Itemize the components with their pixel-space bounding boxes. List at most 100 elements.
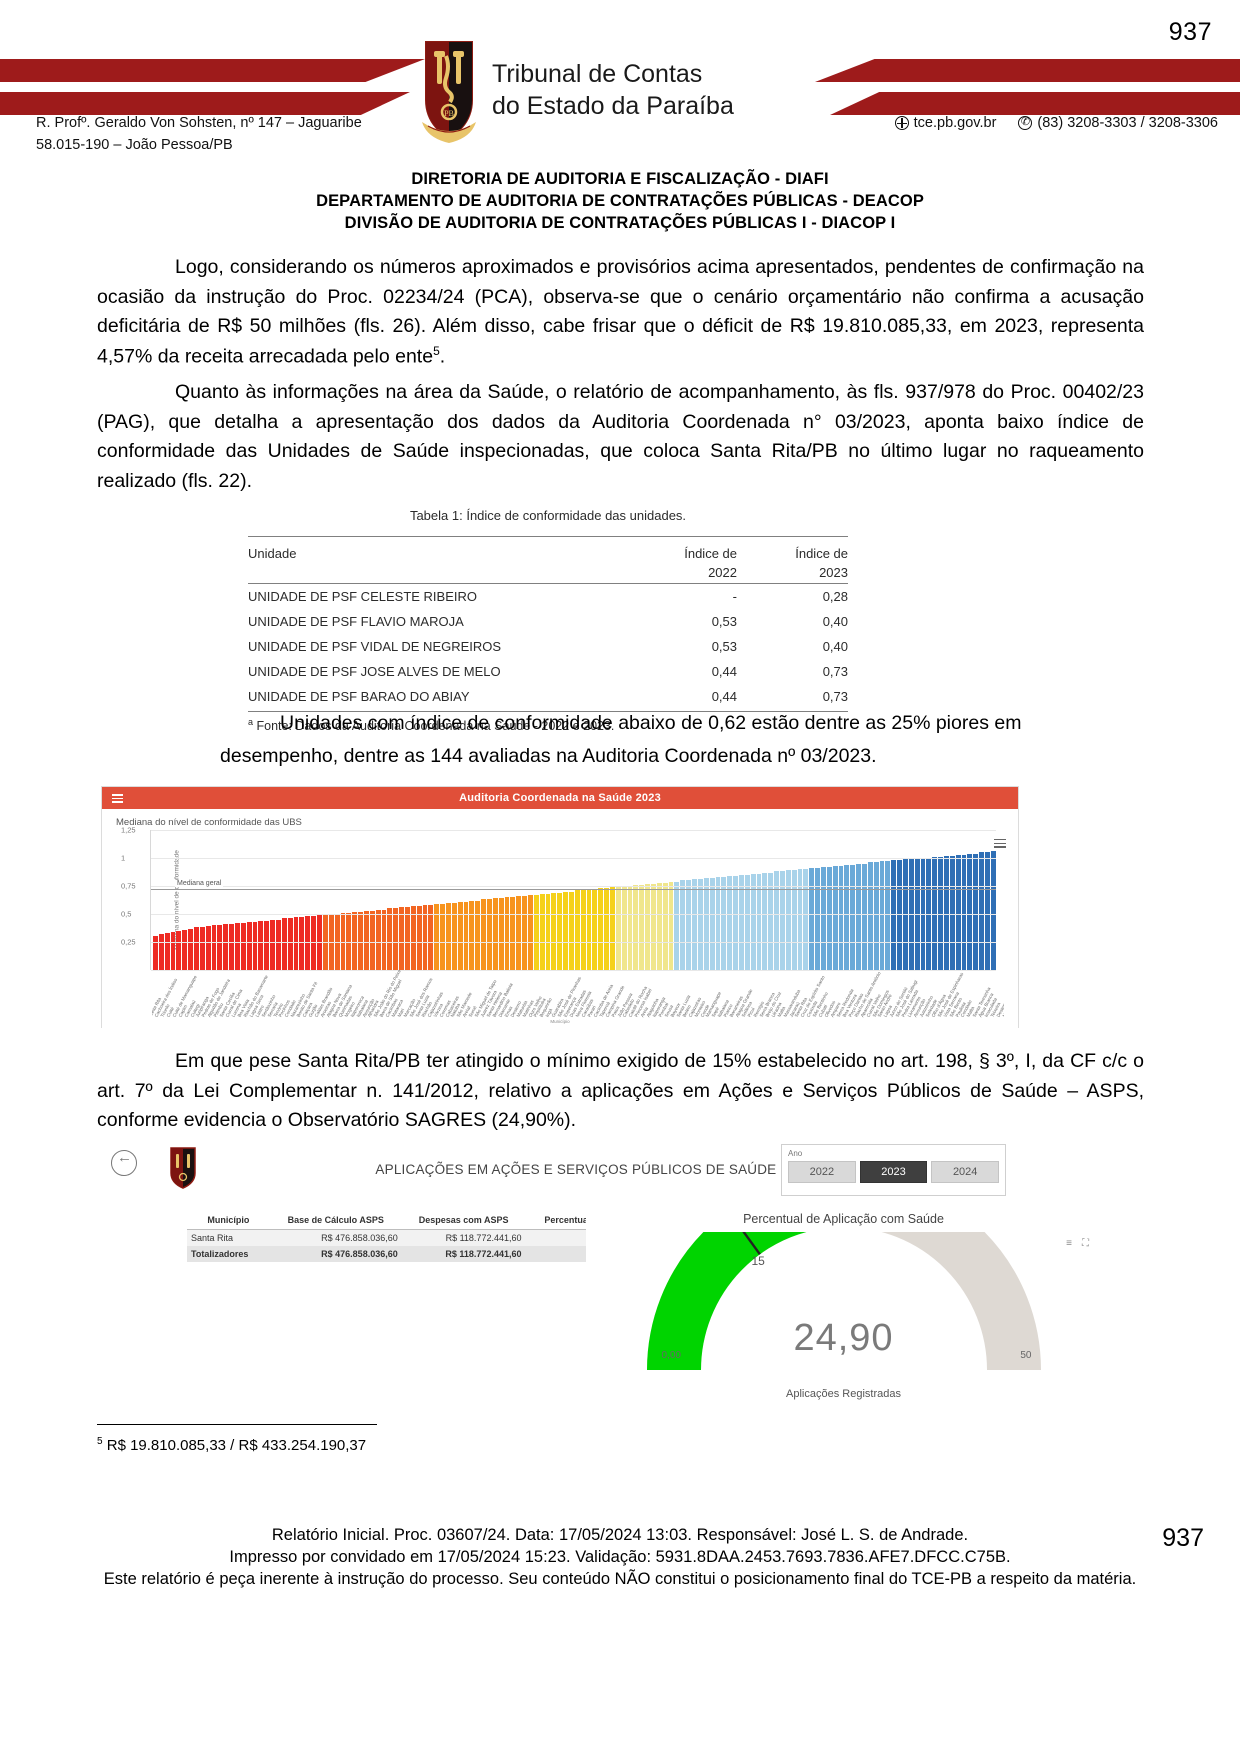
chart-bar[interactable]	[240, 922, 246, 970]
chart-bar[interactable]	[709, 878, 715, 970]
chart-bar[interactable]	[891, 860, 897, 970]
chart-bar[interactable]	[498, 898, 504, 970]
chart-bar[interactable]	[645, 883, 651, 970]
chart-bar[interactable]	[779, 871, 785, 970]
chart-bar[interactable]	[522, 896, 527, 970]
chart-bar[interactable]	[627, 886, 633, 970]
chart-bar[interactable]	[879, 861, 885, 970]
chart-bar[interactable]	[932, 856, 938, 970]
chart-bar[interactable]	[598, 888, 604, 970]
chart-bar[interactable]	[164, 933, 170, 970]
chart-bar[interactable]	[885, 861, 891, 970]
chart-bar[interactable]	[721, 877, 727, 970]
chart-bar[interactable]	[563, 891, 569, 970]
chart-bar[interactable]	[270, 919, 276, 970]
chart-bar[interactable]	[703, 878, 709, 970]
year-filter-buttons[interactable]: 2022 2023 2024	[788, 1161, 1000, 1183]
chart-bar[interactable]	[639, 884, 645, 970]
chart-bar[interactable]	[973, 853, 979, 970]
chart-bar[interactable]	[387, 908, 393, 970]
chart-bar[interactable]	[428, 905, 434, 970]
chart-bar[interactable]	[727, 875, 733, 970]
chart-bar[interactable]	[774, 871, 779, 970]
chart-bar[interactable]	[469, 900, 475, 970]
chart-bar[interactable]	[176, 930, 182, 970]
chart-bar[interactable]	[944, 855, 949, 970]
chart-bar[interactable]	[299, 917, 305, 970]
chart-bar[interactable]	[651, 883, 656, 970]
chart-bar[interactable]	[856, 863, 861, 970]
chart-bar[interactable]	[768, 872, 774, 970]
chart-bar[interactable]	[797, 869, 803, 970]
chart-bar[interactable]	[985, 852, 990, 970]
chart-bar[interactable]	[850, 864, 856, 970]
chart-bar[interactable]	[235, 922, 240, 970]
gauge-card-icons[interactable]: ≡ ⛶	[1066, 1238, 1089, 1249]
year-button-2022[interactable]: 2022	[788, 1161, 856, 1183]
back-arrow-icon[interactable]	[111, 1149, 137, 1176]
chart-bar[interactable]	[311, 916, 317, 970]
chart-bar[interactable]	[223, 924, 229, 970]
chart-bar[interactable]	[451, 902, 457, 970]
chart-bar[interactable]	[832, 865, 838, 970]
chart-bar[interactable]	[305, 916, 311, 970]
chart-bar[interactable]	[955, 854, 961, 970]
chart-bar[interactable]	[809, 868, 815, 970]
website-contact[interactable]: tce.pb.gov.br	[894, 115, 996, 131]
chart-bar[interactable]	[961, 854, 967, 970]
chart-bar[interactable]	[205, 926, 211, 970]
chart-bar[interactable]	[246, 921, 252, 970]
chart-bar[interactable]	[264, 920, 270, 970]
chart-bar[interactable]	[358, 911, 363, 970]
chart-bar[interactable]	[586, 889, 592, 970]
chart-bar[interactable]	[949, 855, 955, 970]
chart-bar[interactable]	[158, 934, 164, 970]
chart-bar[interactable]	[967, 853, 973, 970]
chart-bar[interactable]	[486, 899, 492, 970]
chart-bar[interactable]	[826, 866, 832, 970]
chart-bar[interactable]	[756, 873, 762, 970]
chart-bar[interactable]	[252, 921, 258, 970]
chart-bar[interactable]	[791, 870, 797, 970]
chart-bar[interactable]	[352, 911, 358, 970]
chart-bar[interactable]	[287, 918, 293, 970]
chart-bar[interactable]	[369, 910, 375, 970]
chart-bar[interactable]	[692, 879, 697, 970]
chart-bar[interactable]	[592, 889, 598, 970]
chart-bar[interactable]	[633, 884, 639, 970]
chart-bar[interactable]	[545, 893, 551, 970]
chart-bar[interactable]	[604, 888, 610, 970]
chart-bar[interactable]	[990, 851, 996, 970]
chart-bar[interactable]	[557, 892, 563, 970]
chart-bar[interactable]	[276, 919, 281, 970]
chart-bar[interactable]	[528, 894, 533, 970]
chart-bar[interactable]	[815, 868, 820, 970]
chart-bar[interactable]	[492, 898, 498, 970]
chart-bar[interactable]	[434, 903, 440, 970]
chart-bar[interactable]	[463, 901, 469, 970]
chart-bar[interactable]	[475, 900, 481, 970]
chart-bar[interactable]	[662, 882, 668, 970]
chart-bar[interactable]	[715, 877, 721, 970]
chart-bar[interactable]	[580, 890, 586, 970]
chart-bar[interactable]	[873, 862, 879, 970]
chart-bar[interactable]	[211, 925, 217, 970]
chart-bar[interactable]	[820, 866, 826, 970]
chart-bar[interactable]	[457, 901, 463, 970]
chart-bar[interactable]	[504, 897, 510, 970]
chart-bar[interactable]	[674, 881, 680, 970]
chart-bar[interactable]	[481, 899, 486, 970]
chart-bar[interactable]	[621, 886, 627, 970]
chart-bar[interactable]	[416, 906, 422, 970]
chart-bar[interactable]	[399, 907, 404, 970]
chart-bar[interactable]	[838, 865, 844, 970]
chart-bar[interactable]	[861, 863, 867, 970]
hamburger-menu-icon[interactable]	[112, 794, 123, 803]
chart-bar[interactable]	[510, 897, 516, 970]
chart-bar[interactable]	[867, 862, 873, 970]
chart-bar[interactable]	[293, 917, 299, 970]
chart-bar[interactable]	[574, 890, 580, 970]
chart-bar[interactable]	[680, 880, 686, 970]
chart-bar[interactable]	[404, 907, 410, 970]
chart-bar[interactable]	[393, 908, 399, 970]
